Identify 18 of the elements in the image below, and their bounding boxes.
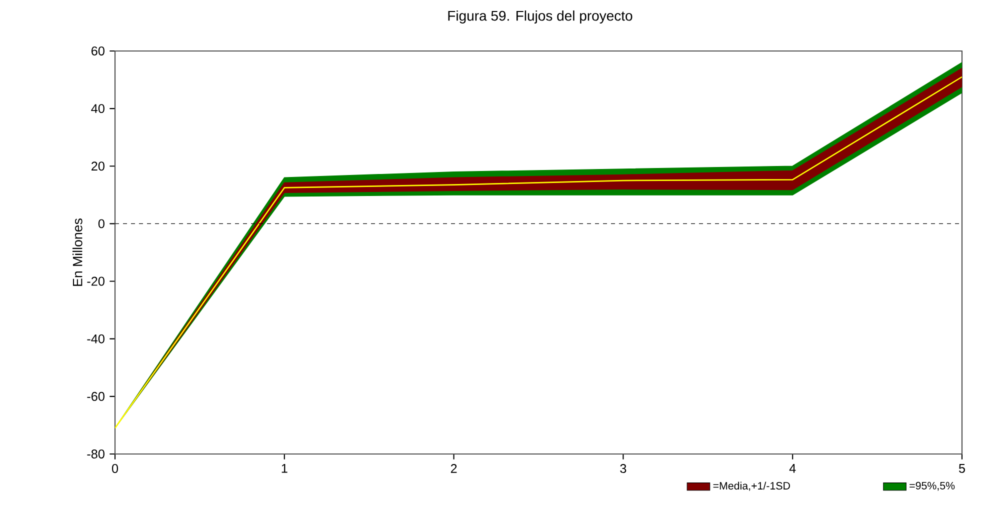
y-tick-label: -40 (87, 334, 104, 344)
x-tick-label: 5 (958, 464, 965, 473)
y-axis-title: En Millones (72, 218, 82, 286)
x-tick-label: 2 (450, 464, 457, 473)
legend-label: =95%,5% (910, 482, 955, 491)
chart-title: Figura 59. Flujos del proyecto (448, 10, 632, 24)
y-tick-label: 0 (98, 219, 104, 228)
y-tick-label: -20 (87, 276, 104, 286)
x-tick-label: 1 (282, 464, 288, 473)
y-tick-label: -60 (87, 392, 104, 401)
x-tick-label: 0 (112, 464, 118, 473)
y-tick-label: 40 (91, 104, 104, 114)
y-tick-label: -80 (87, 450, 104, 458)
y-tick-label: 20 (92, 162, 104, 171)
legend-label: =Media,+1/-1SD (713, 482, 790, 491)
x-tick-label: 3 (620, 464, 626, 473)
x-tick-label: 4 (789, 464, 796, 473)
y-tick-label: 60 (92, 46, 104, 56)
